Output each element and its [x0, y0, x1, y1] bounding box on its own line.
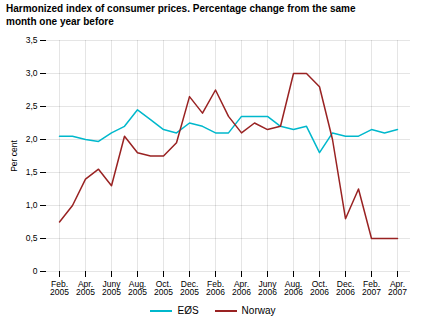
svg-text:Aug.2006: Aug.2006 — [284, 279, 303, 298]
svg-text:3,5: 3,5 — [26, 35, 38, 45]
svg-text:1,5: 1,5 — [26, 167, 38, 177]
svg-text:3,0: 3,0 — [26, 68, 38, 78]
html-text:Harmonized index of consumer p: Harmonized index of consumer prices. Per… — [6, 3, 356, 27]
svg-text:Aug.2005: Aug.2005 — [128, 279, 147, 298]
svg-text:2,5: 2,5 — [26, 101, 38, 111]
html-text:EØS: EØS — [177, 305, 199, 316]
svg-text:2,0: 2,0 — [26, 134, 38, 144]
svg-text:Feb.2007: Feb.2007 — [362, 279, 381, 298]
svg-text:0: 0 — [33, 266, 38, 276]
svg-text:Per cent: Per cent — [9, 140, 19, 172]
svg-text:Apr.2007: Apr.2007 — [388, 279, 407, 298]
svg-text:Apr.2005: Apr.2005 — [76, 279, 95, 298]
svg-text:Apr.2006: Apr.2006 — [232, 279, 251, 298]
svg-text:Juny2005: Juny2005 — [102, 279, 121, 298]
svg-text:Dec.2006: Dec.2006 — [336, 279, 355, 298]
svg-text:Oct.2005: Oct.2005 — [154, 279, 173, 298]
svg-text:1,0: 1,0 — [26, 200, 38, 210]
svg-text:Feb.2005: Feb.2005 — [50, 279, 69, 298]
svg-text:Juny2006: Juny2006 — [258, 279, 277, 298]
svg-text:0,5: 0,5 — [26, 233, 38, 243]
svg-text:Feb.2006: Feb.2006 — [206, 279, 225, 298]
svg-text:Dec.2005: Dec.2005 — [180, 279, 199, 298]
svg-text:Oct.2006: Oct.2006 — [310, 279, 329, 298]
html-text:Norway: Norway — [241, 305, 276, 316]
